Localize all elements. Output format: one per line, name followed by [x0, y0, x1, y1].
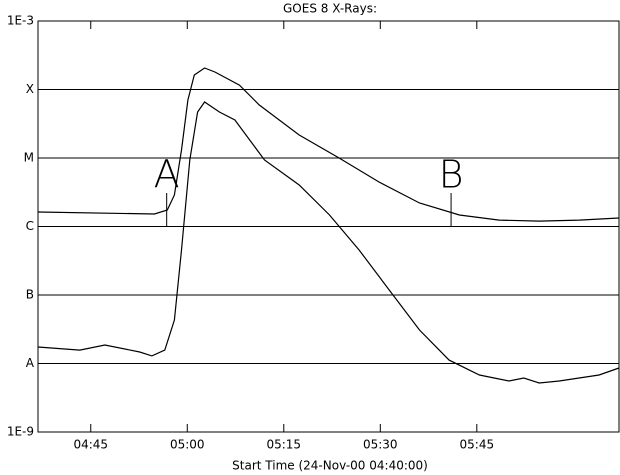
y-tick-label: A [26, 356, 35, 370]
annotation-label: B [439, 153, 464, 197]
y-tick-label: 1E-3 [7, 14, 34, 28]
x-tick-label: 05:30 [363, 438, 398, 452]
x-axis-label: Start Time (24-Nov-00 04:40:00) [232, 459, 428, 473]
x-tick-label: 05:45 [460, 438, 495, 452]
y-tick-label: X [26, 82, 34, 96]
annotation-label: A [154, 153, 180, 197]
series-line [37, 101, 620, 384]
chart-title: GOES 8 X-Rays: [283, 2, 377, 16]
x-tick-label: 04:45 [73, 438, 108, 452]
series-line [37, 67, 620, 222]
y-tick-label: 1E-9 [7, 425, 34, 439]
x-tick-label: 05:00 [170, 438, 205, 452]
y-tick-label: C [26, 219, 34, 233]
x-tick-label: 05:15 [266, 438, 301, 452]
y-tick-label: M [24, 151, 34, 165]
y-tick-label: B [26, 288, 34, 302]
